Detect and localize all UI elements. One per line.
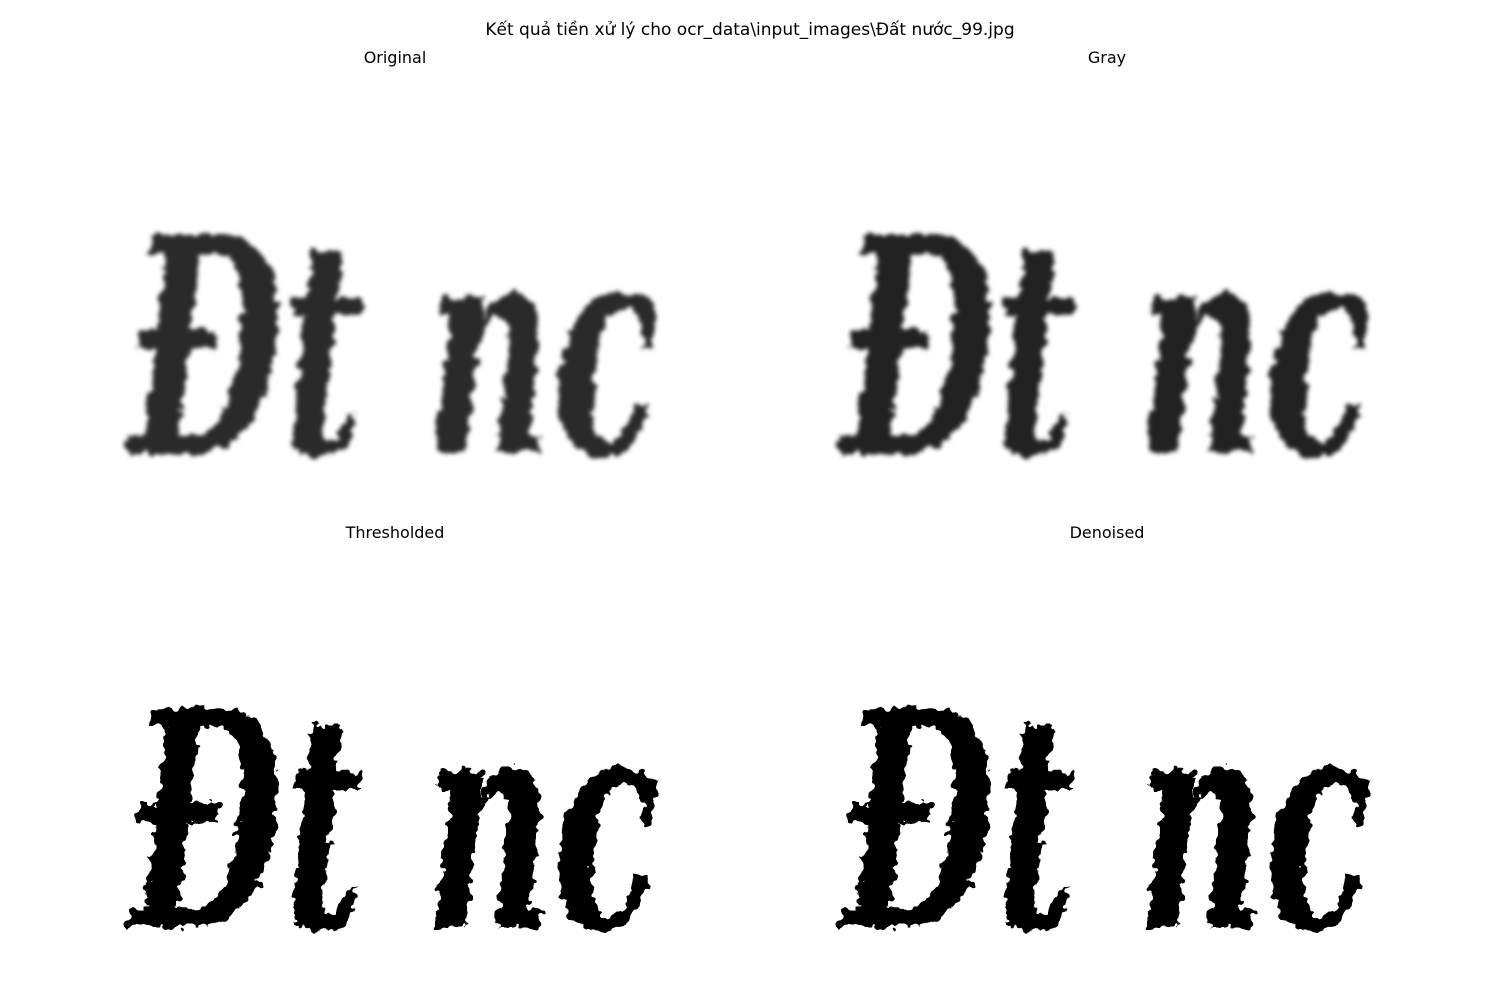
gray-image: Đt nc [822, 148, 1392, 508]
panel-title-gray: Gray [1087, 48, 1127, 67]
thresholded-text: Đt nc [125, 645, 660, 982]
denoised-text: Đt nc [837, 645, 1372, 982]
denoised-image: Đt nc [822, 622, 1392, 982]
panel-title-denoised: Denoised [1069, 523, 1145, 542]
gray-text: Đt nc [837, 171, 1372, 508]
figure-title: Kết quả tiền xử lý cho ocr_data\input_im… [485, 20, 1015, 40]
panel-title-thresholded: Thresholded [345, 523, 445, 542]
original-text: Đt nc [125, 171, 660, 508]
panel-title-original: Original [363, 48, 427, 67]
thresholded-image: Đt nc [110, 622, 680, 982]
original-image: Đt nc [110, 148, 680, 508]
